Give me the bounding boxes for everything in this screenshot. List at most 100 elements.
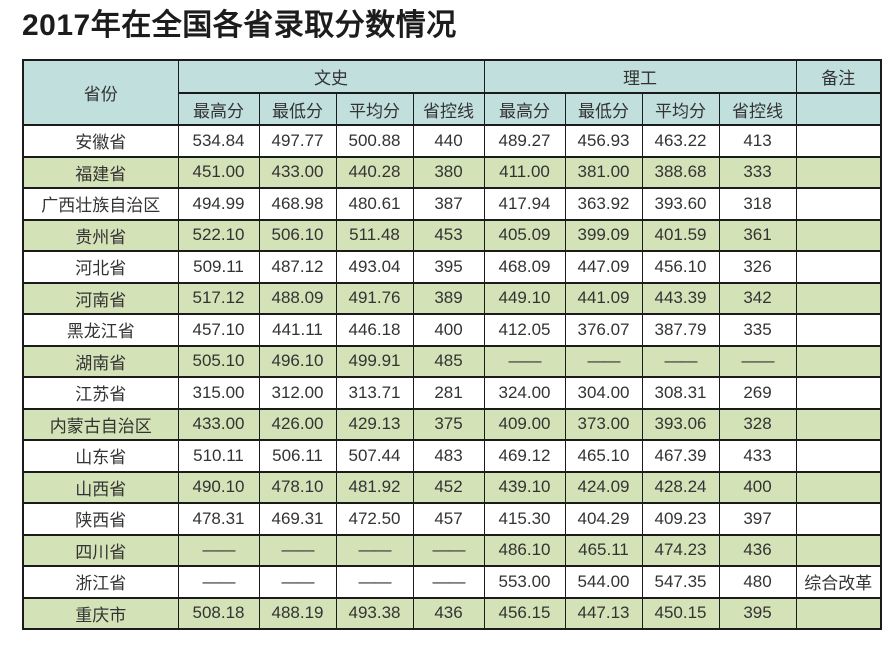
table-row: 内蒙古自治区 433.00 426.00 429.13 375 409.00 3… [22,407,882,441]
wenshi-min-cell: 433.00 [258,155,337,189]
wenshi-avg-cell: 481.92 [335,470,414,504]
table-row: 福建省 451.00 433.00 440.28 380 411.00 381.… [22,155,882,189]
ligong-min-cell: 447.13 [564,596,643,630]
wenshi-max-cell: 490.10 [177,470,260,504]
header-wenshi-line: 省控线 [412,92,485,126]
wenshi-min-cell: 441.11 [258,313,337,347]
wenshi-line-cell: 380 [412,155,485,189]
ligong-line-cell: 433 [718,439,797,473]
remark-cell [795,344,882,378]
wenshi-line-cell: 440 [412,124,485,158]
ligong-line-cell: —— [718,344,797,378]
ligong-max-cell: 439.10 [483,470,566,504]
ligong-line-cell: 361 [718,218,797,252]
wenshi-line-cell: 436 [412,596,485,630]
ligong-avg-cell: 443.39 [641,281,720,315]
wenshi-max-cell: 433.00 [177,407,260,441]
header-ligong-avg: 平均分 [641,92,720,126]
wenshi-avg-cell: 493.04 [335,250,414,284]
ligong-avg-cell: 456.10 [641,250,720,284]
wenshi-max-cell: 451.00 [177,155,260,189]
ligong-line-cell: 326 [718,250,797,284]
wenshi-line-cell: 375 [412,407,485,441]
ligong-min-cell: 363.92 [564,187,643,221]
ligong-avg-cell: 547.35 [641,565,720,599]
wenshi-avg-cell: 493.38 [335,596,414,630]
ligong-min-cell: 376.07 [564,313,643,347]
header-ligong-min: 最低分 [564,92,643,126]
province-cell: 浙江省 [22,565,179,599]
province-cell: 广西壮族自治区 [22,187,179,221]
ligong-min-cell: 465.10 [564,439,643,473]
wenshi-max-cell: 509.11 [177,250,260,284]
table-row: 贵州省 522.10 506.10 511.48 453 405.09 399.… [22,218,882,252]
remark-cell [795,502,882,536]
ligong-line-cell: 480 [718,565,797,599]
ligong-line-cell: 400 [718,470,797,504]
wenshi-avg-cell: 429.13 [335,407,414,441]
remark-cell [795,124,882,158]
table-row: 山东省 510.11 506.11 507.44 483 469.12 465.… [22,439,882,473]
table-row: 山西省 490.10 478.10 481.92 452 439.10 424.… [22,470,882,504]
remark-cell [795,439,882,473]
ligong-max-cell: 486.10 [483,533,566,567]
wenshi-max-cell: —— [177,565,260,599]
ligong-max-cell: 412.05 [483,313,566,347]
province-cell: 福建省 [22,155,179,189]
ligong-max-cell: 553.00 [483,565,566,599]
province-cell: 黑龙江省 [22,313,179,347]
header-wenshi-group: 文史 [177,59,485,94]
ligong-line-cell: 335 [718,313,797,347]
wenshi-line-cell: 387 [412,187,485,221]
header-group-row: 省份 文史 理工 备注 [22,59,882,126]
wenshi-line-cell: 281 [412,376,485,410]
wenshi-max-cell: 508.18 [177,596,260,630]
wenshi-max-cell: 315.00 [177,376,260,410]
table-row: 广西壮族自治区 494.99 468.98 480.61 387 417.94 … [22,187,882,221]
ligong-min-cell: 544.00 [564,565,643,599]
header-remark: 备注 [795,59,882,94]
remark-cell [795,376,882,410]
wenshi-min-cell: 506.10 [258,218,337,252]
table-row: 河南省 517.12 488.09 491.76 389 449.10 441.… [22,281,882,315]
wenshi-line-cell: 457 [412,502,485,536]
wenshi-min-cell: 312.00 [258,376,337,410]
province-cell: 湖南省 [22,344,179,378]
ligong-line-cell: 318 [718,187,797,221]
ligong-min-cell: 404.29 [564,502,643,536]
ligong-line-cell: 397 [718,502,797,536]
scores-table: 省份 文史 理工 备注 最高分 最低分 平均分 省控线 最高分 最低分 平均分 … [22,59,882,630]
wenshi-min-cell: 487.12 [258,250,337,284]
ligong-min-cell: 441.09 [564,281,643,315]
wenshi-line-cell: 395 [412,250,485,284]
ligong-max-cell: —— [483,344,566,378]
wenshi-avg-cell: 313.71 [335,376,414,410]
header-wenshi-avg: 平均分 [335,92,414,126]
wenshi-min-cell: 469.31 [258,502,337,536]
wenshi-avg-cell: 507.44 [335,439,414,473]
header-remark-empty [795,92,882,126]
ligong-max-cell: 409.00 [483,407,566,441]
province-cell: 贵州省 [22,218,179,252]
remark-cell [795,407,882,441]
province-cell: 内蒙古自治区 [22,407,179,441]
table-row: 陕西省 478.31 469.31 472.50 457 415.30 404.… [22,502,882,536]
remark-cell [795,155,882,189]
wenshi-avg-cell: 472.50 [335,502,414,536]
header-sub-row: 最高分 最低分 平均分 省控线 最高分 最低分 平均分 省控线 [23,92,882,126]
wenshi-min-cell: 506.11 [258,439,337,473]
ligong-min-cell: 399.09 [564,218,643,252]
wenshi-min-cell: 468.98 [258,187,337,221]
ligong-min-cell: 447.09 [564,250,643,284]
ligong-line-cell: 342 [718,281,797,315]
table-row: 湖南省 505.10 496.10 499.91 485 —— —— —— —— [22,344,882,378]
ligong-avg-cell: 463.22 [641,124,720,158]
province-cell: 山东省 [22,439,179,473]
remark-cell [795,533,882,567]
province-cell: 山西省 [22,470,179,504]
ligong-line-cell: 395 [718,596,797,630]
table-row: 黑龙江省 457.10 441.11 446.18 400 412.05 376… [22,313,882,347]
province-cell: 河北省 [22,250,179,284]
page: 2017年在全国各省录取分数情况 省份 文史 理工 备注 最高分 最低分 [22,9,882,630]
table-body: 安徽省 534.84 497.77 500.88 440 489.27 456.… [22,124,882,630]
